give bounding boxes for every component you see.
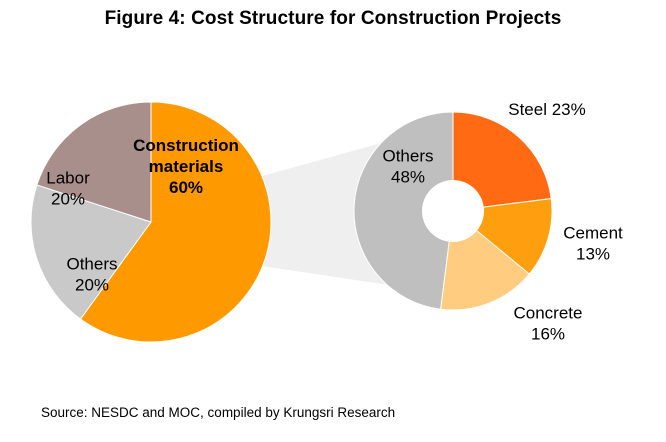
- donut-cement-label: Cement 13%: [563, 224, 623, 264]
- main-pie-labels: Construction materials 60% Others 20% Labor 20…: [46, 136, 239, 295]
- connector-band: [255, 141, 389, 285]
- main-pie-others-label: Others 20%: [66, 255, 117, 295]
- source-note: Source: NESDC and MOC, compiled by Krung…: [41, 405, 396, 420]
- breakdown-donut: [353, 111, 553, 311]
- main-pie-construction-label: Construction materials 60%: [133, 136, 239, 197]
- donut-concrete-label: Concrete 16%: [514, 304, 583, 344]
- donut-steel-23-label: Steel 23%: [508, 100, 586, 119]
- chart-title: Figure 4: Cost Structure for Constructio…: [104, 8, 562, 29]
- pie-connector-band: [255, 141, 389, 285]
- main-pie: [30, 101, 272, 343]
- slice-others: [30, 184, 152, 320]
- donut-labels: Steel 23% Cement 13% Concrete 16% Others 48%: [382, 100, 623, 344]
- slice-labor: [36, 101, 152, 223]
- donut-hole: [422, 180, 484, 242]
- donut-others-label: Others 48%: [382, 147, 433, 187]
- slice-construction: [79, 101, 272, 343]
- slice-steel-23: [452, 111, 552, 212]
- main-pie-labor-label: Labor 20%: [46, 169, 90, 209]
- slice-others: [353, 111, 454, 310]
